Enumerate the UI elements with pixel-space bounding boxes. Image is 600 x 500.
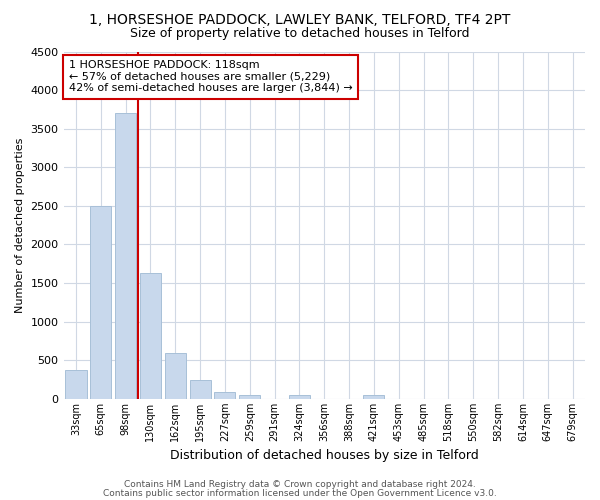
Bar xyxy=(65,370,86,399)
Bar xyxy=(289,394,310,399)
Bar xyxy=(140,273,161,399)
Text: Contains HM Land Registry data © Crown copyright and database right 2024.: Contains HM Land Registry data © Crown c… xyxy=(124,480,476,489)
Bar xyxy=(190,380,211,399)
Bar xyxy=(90,206,112,399)
Bar xyxy=(364,394,385,399)
X-axis label: Distribution of detached houses by size in Telford: Distribution of detached houses by size … xyxy=(170,450,479,462)
Y-axis label: Number of detached properties: Number of detached properties xyxy=(15,138,25,313)
Text: 1 HORSESHOE PADDOCK: 118sqm
← 57% of detached houses are smaller (5,229)
42% of : 1 HORSESHOE PADDOCK: 118sqm ← 57% of det… xyxy=(69,60,353,94)
Bar xyxy=(239,394,260,399)
Bar xyxy=(214,392,235,399)
Text: Size of property relative to detached houses in Telford: Size of property relative to detached ho… xyxy=(130,28,470,40)
Bar xyxy=(115,114,136,399)
Text: Contains public sector information licensed under the Open Government Licence v3: Contains public sector information licen… xyxy=(103,488,497,498)
Text: 1, HORSESHOE PADDOCK, LAWLEY BANK, TELFORD, TF4 2PT: 1, HORSESHOE PADDOCK, LAWLEY BANK, TELFO… xyxy=(89,12,511,26)
Bar xyxy=(165,352,186,399)
